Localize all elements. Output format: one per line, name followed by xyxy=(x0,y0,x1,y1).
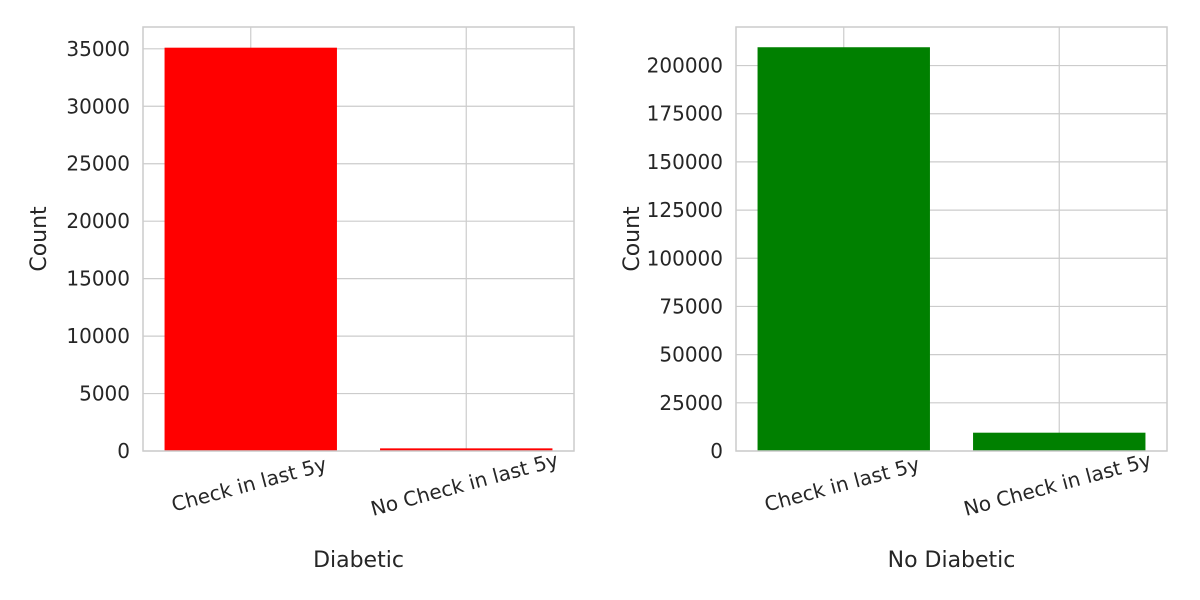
chart-1-xtick-label-1: No Check in last 5y xyxy=(961,448,1154,521)
chart-0-ytick-label-7: 35000 xyxy=(66,37,130,61)
chart-1-ytick-label-2: 50000 xyxy=(659,343,723,367)
chart-0-ylabel: Count xyxy=(27,206,52,272)
chart-0-ytick-label-2: 10000 xyxy=(66,324,130,348)
chart-diabetic: 0 5000 10000 15000 20000 25000 30000 35000 Check… xyxy=(27,26,575,573)
chart-1-ytick-label-7: 175000 xyxy=(647,102,723,126)
chart-0-bar-0 xyxy=(164,47,337,452)
chart-1-ytick-label-4: 100000 xyxy=(647,246,723,270)
chart-1-frame xyxy=(735,26,1168,452)
chart-1-xtick-label-0: Check in last 5y xyxy=(762,452,922,516)
chart-0-ytick-label-3: 15000 xyxy=(66,267,130,291)
chart-0-frame xyxy=(142,26,575,452)
chart-no-diabetic: 0 25000 50000 75000 100000 125000 150000 175000… xyxy=(620,26,1168,573)
chart-1-ylabel: Count xyxy=(620,206,645,272)
chart-0-ytick-label-1: 5000 xyxy=(79,382,130,406)
chart-0-ytick-label-0: 0 xyxy=(117,439,130,463)
chart-0-ytick-label-5: 25000 xyxy=(66,152,130,176)
chart-0-ytick-label-4: 20000 xyxy=(66,209,130,233)
chart-1-ytick-label-1: 25000 xyxy=(659,391,723,415)
chart-1-ytick-label-0: 0 xyxy=(710,439,723,463)
chart-1-ytick-label-5: 125000 xyxy=(647,198,723,222)
chart-0-ytick-label-6: 30000 xyxy=(66,94,130,118)
chart-1-bar-0 xyxy=(757,47,930,452)
chart-0-xtick-label-0: Check in last 5y xyxy=(169,452,329,516)
chart-0-xlabel: Diabetic xyxy=(313,548,404,573)
chart-1-xlabel: No Diabetic xyxy=(888,548,1016,573)
chart-0-bar-1 xyxy=(380,448,553,451)
chart-1-ytick-label-6: 150000 xyxy=(647,150,723,174)
chart-1-bar-1 xyxy=(973,432,1146,451)
chart-1-ytick-label-3: 75000 xyxy=(659,294,723,318)
chart-1-ytick-label-8: 200000 xyxy=(647,54,723,78)
chart-0-xtick-label-1: No Check in last 5y xyxy=(368,448,561,521)
